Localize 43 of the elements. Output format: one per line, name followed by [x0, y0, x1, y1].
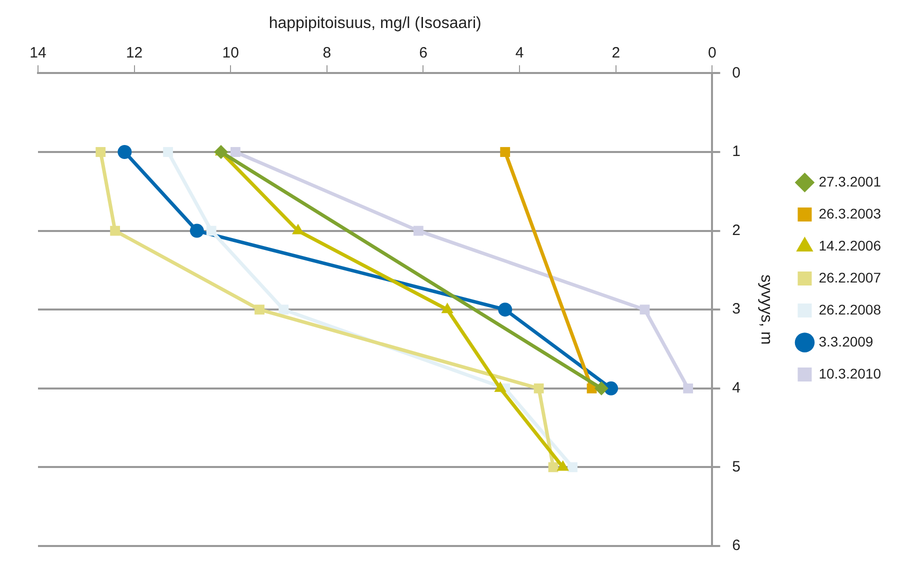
point — [206, 226, 216, 236]
point — [118, 145, 132, 159]
point — [683, 383, 694, 394]
legend-label: 26.3.2003 — [818, 205, 882, 222]
point — [190, 224, 204, 238]
point — [163, 147, 173, 157]
y-tick-label: 2 — [732, 222, 741, 239]
point — [413, 226, 424, 236]
x-tick-label: 12 — [126, 44, 143, 62]
x-tick-label: 4 — [515, 44, 524, 62]
legend-label: 27.3.2001 — [818, 173, 882, 190]
point — [254, 304, 264, 315]
y-axis-title: syvyys, m — [758, 274, 775, 345]
point — [640, 304, 650, 315]
point — [500, 147, 510, 157]
point — [278, 304, 289, 315]
y-tick-label: 1 — [732, 143, 741, 160]
x-tick-label: 8 — [322, 44, 332, 62]
point — [568, 462, 578, 472]
y-tick-label: 0 — [732, 64, 741, 82]
x-axis-title: happipitoisuus, mg/l (Isosaari) — [268, 15, 482, 32]
y-tick-label: 4 — [732, 380, 741, 397]
point — [110, 226, 120, 236]
y-tick-label: 3 — [732, 300, 741, 318]
point — [214, 145, 228, 159]
point — [534, 383, 544, 394]
x-tick-label: 2 — [612, 44, 620, 62]
legend-label: 26.2.2008 — [818, 301, 882, 318]
point — [498, 302, 512, 317]
legend-label: 26.2.2007 — [818, 269, 882, 286]
x-tick-label: 14 — [30, 44, 46, 62]
legend-label: 10.3.2010 — [818, 365, 882, 382]
legend-label: 3.3.2009 — [818, 333, 874, 350]
x-tick-label: 10 — [222, 44, 239, 62]
x-tick-label: 6 — [419, 44, 428, 62]
point — [230, 147, 240, 157]
point — [96, 147, 106, 157]
legend-label: 14.2.2006 — [818, 237, 882, 254]
x-tick-label: 0 — [708, 44, 716, 62]
y-tick-label: 5 — [732, 458, 741, 476]
y-tick-label: 6 — [732, 537, 741, 554]
point — [594, 381, 608, 396]
point — [548, 462, 558, 472]
